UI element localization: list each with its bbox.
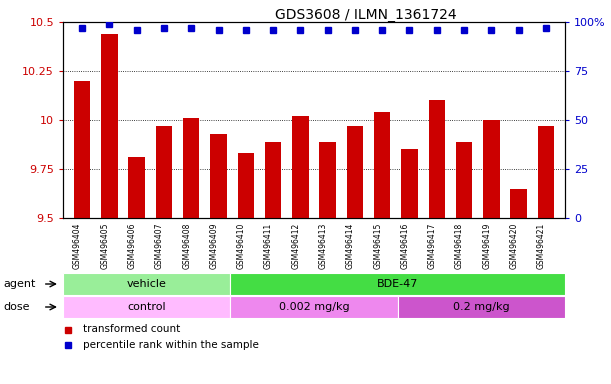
Bar: [265, 142, 281, 384]
Text: BDE-47: BDE-47: [377, 279, 419, 289]
Text: GSM496421: GSM496421: [537, 223, 546, 269]
Text: GSM496404: GSM496404: [73, 223, 82, 269]
Bar: [74, 81, 90, 384]
Text: percentile rank within the sample: percentile rank within the sample: [83, 339, 259, 349]
Text: 0.002 mg/kg: 0.002 mg/kg: [279, 302, 349, 312]
Text: agent: agent: [3, 279, 35, 289]
Text: GSM496415: GSM496415: [373, 223, 382, 269]
Text: GSM496417: GSM496417: [428, 223, 437, 269]
Bar: [156, 126, 172, 384]
Text: GSM496410: GSM496410: [237, 223, 246, 269]
Bar: [238, 153, 254, 384]
Bar: [101, 34, 117, 384]
Text: transformed count: transformed count: [83, 324, 180, 334]
Text: GDS3608 / ILMN_1361724: GDS3608 / ILMN_1361724: [275, 8, 457, 22]
Text: dose: dose: [3, 302, 30, 312]
Text: vehicle: vehicle: [126, 279, 167, 289]
Text: GSM496408: GSM496408: [182, 223, 191, 269]
Text: GSM496405: GSM496405: [100, 223, 109, 269]
Text: GSM496420: GSM496420: [510, 223, 519, 269]
Text: GSM496407: GSM496407: [155, 223, 164, 269]
Text: 0.2 mg/kg: 0.2 mg/kg: [453, 302, 510, 312]
Bar: [63, 273, 230, 295]
Text: control: control: [127, 302, 166, 312]
Bar: [346, 126, 363, 384]
Bar: [510, 189, 527, 384]
Bar: [398, 296, 565, 318]
Text: GSM496418: GSM496418: [455, 223, 464, 269]
Text: GSM496412: GSM496412: [291, 223, 301, 269]
Bar: [183, 118, 199, 384]
Text: GSM496411: GSM496411: [264, 223, 273, 269]
Bar: [292, 116, 309, 384]
Text: GSM496406: GSM496406: [128, 223, 137, 269]
Bar: [428, 100, 445, 384]
Bar: [128, 157, 145, 384]
Bar: [456, 142, 472, 384]
Text: GSM496409: GSM496409: [210, 223, 219, 269]
Bar: [374, 112, 390, 384]
Bar: [320, 142, 336, 384]
Text: GSM496414: GSM496414: [346, 223, 355, 269]
Bar: [483, 120, 500, 384]
Bar: [210, 134, 227, 384]
Bar: [63, 296, 230, 318]
Bar: [538, 126, 554, 384]
Text: GSM496416: GSM496416: [400, 223, 409, 269]
Text: GSM496419: GSM496419: [482, 223, 491, 269]
Bar: [230, 296, 398, 318]
Bar: [401, 149, 418, 384]
Text: GSM496413: GSM496413: [319, 223, 327, 269]
Bar: [230, 273, 565, 295]
